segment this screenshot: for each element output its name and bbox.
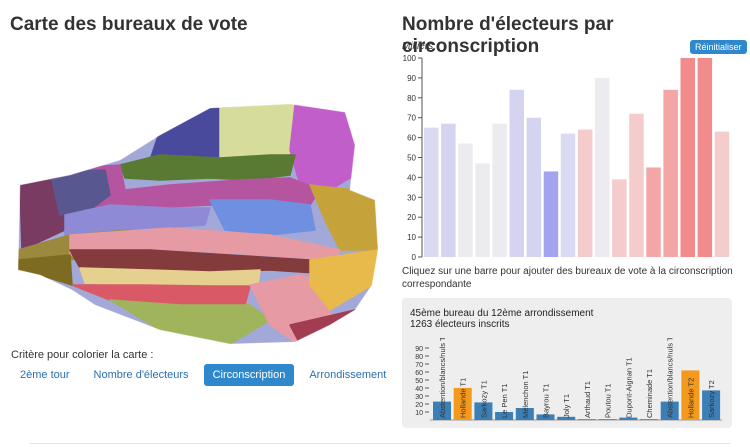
- y-tick-label: 60: [407, 134, 416, 143]
- criteria-button-3[interactable]: Arrondissement: [309, 369, 387, 381]
- mini-bar-label: Joly T1: [562, 394, 571, 418]
- bar-9[interactable]: [560, 133, 576, 257]
- bar-15[interactable]: [663, 89, 678, 257]
- y-tick-label: 20: [407, 213, 416, 222]
- bar-16[interactable]: [680, 58, 696, 257]
- bar-5[interactable]: [492, 123, 507, 257]
- mini-y-tick-label: 40: [415, 386, 423, 393]
- info-panel: 45ème bureau du 12ème arrondissement 126…: [402, 298, 732, 428]
- mini-bar-9[interactable]: [598, 419, 617, 420]
- mini-bar-4[interactable]: [495, 412, 514, 420]
- mini-y-tick-label: 60: [415, 370, 423, 377]
- bar-4[interactable]: [475, 163, 490, 257]
- y-tick-label: 0: [412, 253, 417, 262]
- mini-y-tick-label: 20: [415, 402, 423, 409]
- panel-electors-label: 1263 électeurs inscrits: [410, 319, 510, 330]
- mini-y-tick-label: 10: [415, 410, 423, 417]
- mini-bar-label: Hollande T1: [459, 378, 468, 418]
- electors-bar-chart: 0 10 20 30 40 50 60 70 80 90 100: [403, 54, 730, 262]
- bar-11[interactable]: [595, 77, 610, 258]
- mini-bar-12[interactable]: [660, 401, 679, 420]
- criteria-label: Critère pour colorier la carte :: [11, 349, 154, 361]
- mini-bar-14[interactable]: [702, 390, 721, 420]
- reset-button[interactable]: Réinitialiser: [690, 40, 747, 54]
- y-tick-label: 30: [407, 193, 416, 202]
- mini-bar-label: Poutou T1: [604, 384, 613, 418]
- y-tick-label: 10: [407, 233, 416, 242]
- mini-bar-label: Sarkozy T1: [479, 380, 488, 418]
- mini-bar-7[interactable]: [557, 416, 576, 420]
- criteria-button-2[interactable]: Circonscription: [203, 364, 295, 386]
- y-axis: 0 10 20 30 40 50 60 70 80 90 100: [403, 54, 423, 262]
- mini-bar-label: Dupont-Aignan T1: [624, 357, 633, 418]
- criteria-button-0[interactable]: 2ème tour: [20, 369, 70, 381]
- bar-2[interactable]: [441, 123, 456, 257]
- hint-text: Cliquez sur une barre pour ajouter des b…: [402, 266, 733, 290]
- criteria-buttons: 2ème tour Nombre d'électeurs Circonscripti…: [11, 364, 395, 386]
- y-tick-label: 40: [407, 173, 416, 182]
- bar-12[interactable]: [612, 179, 627, 257]
- units-label: Milliers: [402, 41, 434, 52]
- mini-bar-10[interactable]: [619, 417, 638, 420]
- mini-bar-label: Abstention/blancs/nuls T1: [438, 338, 447, 418]
- bar-7[interactable]: [526, 117, 542, 257]
- mini-bar-label: Hollande T2: [686, 378, 695, 418]
- mini-bar-13[interactable]: [681, 370, 700, 420]
- y-tick-label: 70: [407, 114, 416, 123]
- mini-bar-label: Bayrou T1: [542, 384, 551, 418]
- mini-y-tick-label: 80: [415, 354, 423, 361]
- mini-y-tick-label: 30: [415, 394, 423, 401]
- mini-bar-5[interactable]: [515, 408, 534, 420]
- bar-8[interactable]: [543, 171, 559, 257]
- chart-title: Nombre d'électeurs par circonscription: [402, 14, 614, 57]
- bar-1[interactable]: [424, 127, 439, 258]
- mini-y-tick-label: 90: [415, 346, 423, 353]
- mini-bar-6[interactable]: [536, 414, 555, 420]
- bar-3[interactable]: [458, 143, 473, 257]
- panel-office-label: 45ème bureau du 12ème arrondissement: [410, 308, 594, 319]
- bar-18[interactable]: [714, 131, 730, 257]
- mini-y-tick-label: 50: [415, 378, 423, 385]
- mini-bar-label: Mélenchon T1: [521, 371, 530, 418]
- mini-bar-8[interactable]: [577, 419, 596, 420]
- mini-bar-2[interactable]: [453, 388, 472, 420]
- mini-bar-label: Abstention/blancs/nuls T2: [666, 338, 675, 418]
- bar-6[interactable]: [509, 89, 525, 257]
- y-tick-label: 50: [407, 154, 416, 163]
- mini-bar-label: Le Pen T1: [500, 384, 509, 418]
- bar-10[interactable]: [577, 129, 593, 257]
- map-title: Carte des bureaux de vote: [10, 14, 248, 35]
- mini-bar-label: Arthaud T1: [583, 381, 592, 418]
- divider: [30, 443, 730, 444]
- mini-bar-11[interactable]: [640, 419, 658, 420]
- polling-map[interactable]: [10, 100, 380, 345]
- mini-bar-1[interactable]: [433, 401, 451, 420]
- mini-y-tick-label: 70: [415, 362, 423, 369]
- y-tick-label: 90: [407, 74, 416, 83]
- mini-bar-label: Cheminade T1: [645, 369, 654, 418]
- bar-14[interactable]: [646, 167, 661, 257]
- bar-13[interactable]: [629, 113, 644, 257]
- mini-bar-label: Sarkozy T2: [707, 380, 716, 418]
- bar-17[interactable]: [697, 58, 713, 257]
- mini-bar-3[interactable]: [474, 402, 493, 420]
- criteria-button-1[interactable]: Nombre d'électeurs: [93, 369, 189, 381]
- y-tick-label: 100: [403, 54, 417, 63]
- y-tick-label: 80: [407, 94, 416, 103]
